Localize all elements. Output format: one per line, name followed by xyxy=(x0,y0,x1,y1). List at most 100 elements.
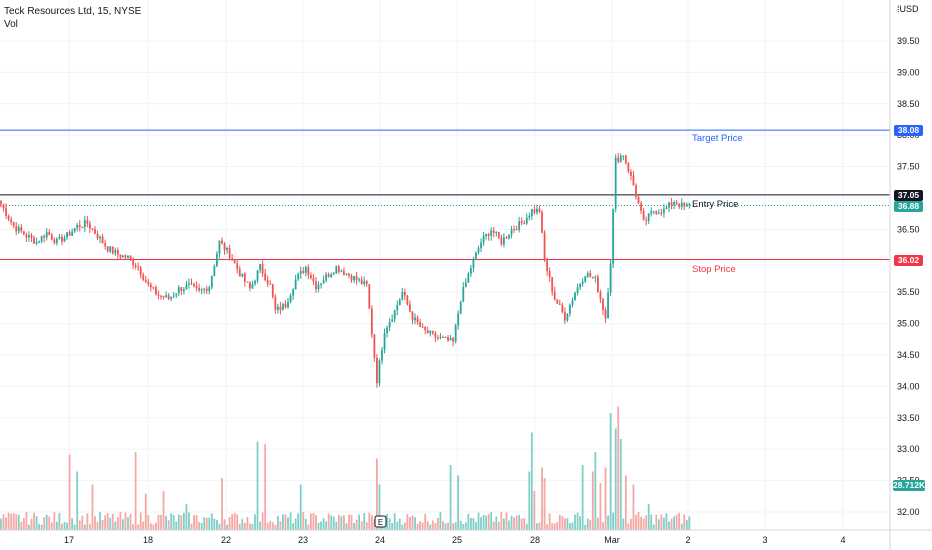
candle-body xyxy=(688,203,691,205)
candle-body xyxy=(444,336,447,338)
volume-bar xyxy=(678,512,681,530)
candle-body xyxy=(144,279,147,282)
volume-bar xyxy=(503,518,505,530)
candle-body xyxy=(198,287,201,291)
candle-body xyxy=(320,283,322,285)
volume-bar xyxy=(157,514,160,530)
price-axis[interactable]: 39.5039.0038.5038.0037.5037.0036.5036.00… xyxy=(897,36,920,517)
volume-bar xyxy=(609,413,612,530)
candle-body xyxy=(373,334,376,358)
candle-body xyxy=(530,209,533,217)
candle-body xyxy=(188,283,190,285)
volume-bar xyxy=(231,514,234,530)
volume-bar xyxy=(370,514,373,530)
volume-bar xyxy=(210,513,213,530)
candle-body xyxy=(637,196,640,204)
volume-bar xyxy=(459,520,462,530)
volume-bar xyxy=(571,522,574,530)
volume-indicator-label[interactable]: Vol xyxy=(4,19,18,30)
candle-body xyxy=(401,291,404,300)
candle-body xyxy=(261,264,264,274)
candle-body xyxy=(317,284,320,290)
price-tick-label: 37.50 xyxy=(897,162,920,172)
candle-body xyxy=(500,237,503,245)
volume-bar xyxy=(61,523,63,530)
volume-bar xyxy=(106,512,109,530)
volume-bar xyxy=(111,513,114,530)
candle-body xyxy=(414,317,416,321)
time-tick-label: Mar xyxy=(604,535,620,545)
volume-bar xyxy=(76,471,79,530)
volume-bar xyxy=(589,519,592,530)
time-tick-label: 23 xyxy=(298,535,308,545)
volume-bar xyxy=(89,524,91,530)
volume-bar xyxy=(480,517,482,530)
volume-bar xyxy=(335,521,338,530)
candle-body xyxy=(642,210,645,220)
currency-selector[interactable]: ⁞USD xyxy=(897,4,919,14)
candle-body xyxy=(429,331,432,334)
volume-bar xyxy=(365,522,368,530)
volume-bar xyxy=(599,483,602,530)
candle-body xyxy=(447,336,449,341)
chart-legend: Teck Resources Ltd, 15, NYSE Vol xyxy=(4,5,141,31)
volume-bar xyxy=(442,521,444,530)
volume-bar xyxy=(464,522,467,530)
volume-bar xyxy=(124,512,127,530)
volume-bar xyxy=(343,515,345,530)
candle-body xyxy=(155,287,157,295)
candle-body xyxy=(35,241,38,244)
candle-body xyxy=(670,202,673,206)
volume-bar xyxy=(122,519,124,530)
candle-body xyxy=(7,215,10,220)
volume-bar xyxy=(398,518,401,530)
candle-body xyxy=(556,299,559,304)
candle-body xyxy=(589,273,592,277)
volume-bar xyxy=(203,517,206,530)
symbol-title[interactable]: Teck Resources Ltd, 15, NYSE xyxy=(4,6,142,17)
volume-bar xyxy=(579,516,582,530)
time-axis[interactable]: 17 18 22 23 24 25 28 Mar 2 3 4 xyxy=(64,535,846,545)
candle-body xyxy=(332,273,335,275)
candle-body xyxy=(182,289,185,292)
volume-bar xyxy=(581,465,584,530)
volume-bar xyxy=(680,523,683,530)
volume-bar xyxy=(614,428,617,530)
candle-body xyxy=(403,291,406,296)
candle-body xyxy=(249,282,251,289)
candle-body xyxy=(472,258,475,268)
volume-bar xyxy=(289,512,292,530)
volume-bar xyxy=(5,517,7,530)
volume-bar xyxy=(520,518,523,530)
candle-body xyxy=(627,163,630,172)
candle-body xyxy=(571,300,574,305)
time-tick-label: 2 xyxy=(685,535,690,545)
volume-bar xyxy=(185,504,188,530)
time-tick-label: 24 xyxy=(375,535,385,545)
candle-body xyxy=(287,301,289,308)
candle-body xyxy=(657,212,660,214)
candle-body xyxy=(86,220,89,224)
volume-bar xyxy=(525,523,528,530)
volume-bar xyxy=(602,522,604,530)
candle-body xyxy=(495,231,498,233)
volume-bar xyxy=(327,513,330,530)
volume-bar xyxy=(591,471,594,530)
volume-bar xyxy=(454,522,457,530)
candle-body xyxy=(617,157,620,162)
entry-price-badge: 37.05 xyxy=(894,190,923,201)
candle-body xyxy=(221,240,223,244)
candle-body xyxy=(238,269,241,277)
event-marker[interactable]: E xyxy=(374,515,387,528)
volume-bar xyxy=(617,406,620,530)
candle-body xyxy=(89,223,91,229)
volume-bar xyxy=(444,523,447,530)
volume-bar xyxy=(561,516,564,530)
candle-body xyxy=(337,266,340,272)
candle-body xyxy=(558,303,561,305)
chart-grid xyxy=(0,0,890,530)
volume-bar xyxy=(396,521,399,530)
volume-bar xyxy=(116,517,119,530)
candle-body xyxy=(327,274,330,277)
